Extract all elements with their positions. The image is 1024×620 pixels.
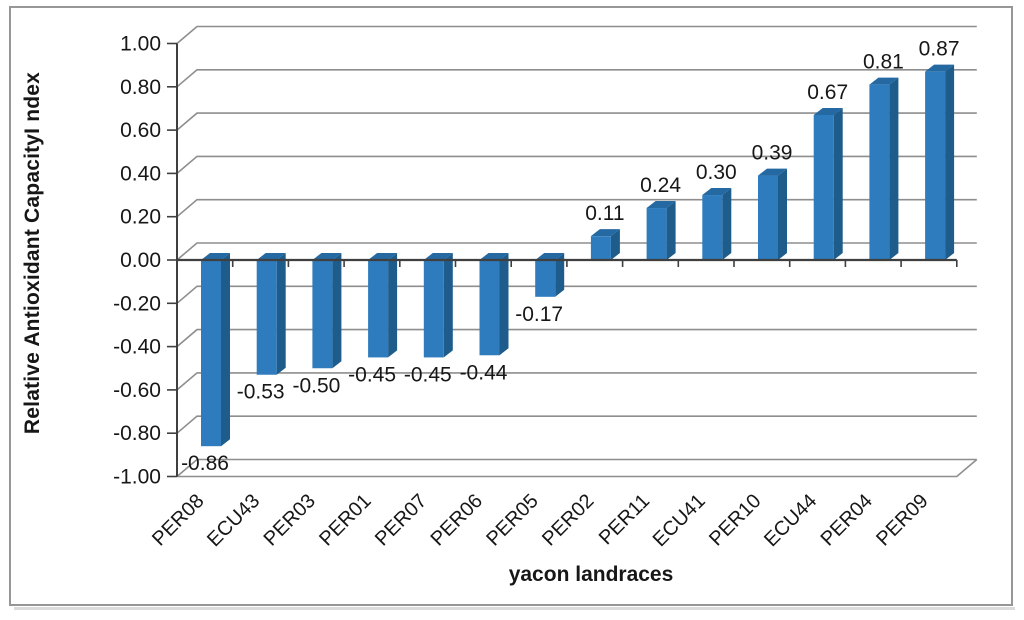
bar-PER09 <box>925 71 946 261</box>
x-category-label-ECU44: ECU44 <box>760 490 821 551</box>
y-tick-label: 0.80 <box>120 76 161 99</box>
bar-PER07 <box>423 260 444 358</box>
bar-top-PER10 <box>758 168 787 176</box>
bar-top-PER04 <box>869 77 899 85</box>
y-tick-label: 0.60 <box>120 119 161 142</box>
data-label-PER01: -0.45 <box>348 363 396 386</box>
x-category-label-ECU41: ECU41 <box>649 490 710 551</box>
data-label-PER11: 0.24 <box>640 174 681 197</box>
bar-top-PER01 <box>368 253 398 260</box>
bar-ECU43 <box>256 260 277 375</box>
bar-top-ECU41 <box>702 188 732 196</box>
x-category-label-PER08: PER08 <box>148 490 208 550</box>
data-label-ECU43: -0.53 <box>237 381 285 404</box>
bar-top-PER09 <box>925 64 955 72</box>
y-tick-label: 1.00 <box>120 33 161 56</box>
data-label-PER07: -0.45 <box>404 363 452 386</box>
gridline <box>176 69 977 88</box>
x-axis-title: yacon landraces <box>508 563 674 586</box>
chart-border-shadow <box>14 607 1015 610</box>
bar-PER05 <box>535 260 556 297</box>
x-category-label-PER07: PER07 <box>371 490 431 550</box>
y-tick-label: -0.80 <box>113 422 161 445</box>
bar-side-PER04 <box>889 77 899 260</box>
y-tick-label: -0.20 <box>113 292 161 315</box>
x-category-label-PER05: PER05 <box>482 490 542 550</box>
gridline <box>176 25 977 45</box>
bar-side-PER09 <box>945 64 955 261</box>
y-tick-label: 0.00 <box>120 249 161 272</box>
gridline <box>176 112 977 131</box>
bar-PER08 <box>201 260 221 447</box>
bar-PER01 <box>368 260 389 358</box>
data-label-PER09: 0.87 <box>919 38 960 61</box>
bar-top-PER02 <box>590 229 620 237</box>
bar-PER10 <box>758 175 778 260</box>
data-label-ECU41: 0.30 <box>696 161 737 184</box>
bar-top-PER11 <box>646 201 676 209</box>
y-tick-label: -0.40 <box>113 336 161 359</box>
gridline <box>176 198 977 218</box>
bar-PER02 <box>590 236 611 260</box>
bar-side-PER06 <box>499 253 509 356</box>
x-category-label-ECU43: ECU43 <box>203 490 264 551</box>
x-category-label-PER04: PER04 <box>817 490 877 550</box>
bar-top-PER08 <box>201 253 230 260</box>
x-category-label-PER03: PER03 <box>260 490 320 550</box>
bar-PER11 <box>646 208 667 260</box>
y-tick-label: -0.60 <box>113 379 161 402</box>
bar-side-PER07 <box>443 253 453 358</box>
y-axis-title: Relative Antioxidant CapacityI ndex <box>21 71 44 435</box>
bar-top-ECU43 <box>256 253 286 260</box>
bar-side-PER11 <box>666 201 676 260</box>
data-label-PER05: -0.17 <box>515 303 563 326</box>
y-tick-label: 0.40 <box>120 162 161 185</box>
data-label-PER10: 0.39 <box>752 142 793 165</box>
gridline <box>176 415 977 434</box>
data-label-ECU44: 0.67 <box>807 81 848 104</box>
x-category-label-PER02: PER02 <box>538 490 598 550</box>
bar-side-PER10 <box>778 168 787 260</box>
x-category-label-PER10: PER10 <box>705 490 765 550</box>
data-label-PER02: 0.11 <box>585 202 624 225</box>
bar-top-PER07 <box>423 253 453 260</box>
bar-side-PER03 <box>332 253 342 369</box>
bar-side-ECU41 <box>722 188 732 260</box>
data-label-PER08: -0.86 <box>181 452 229 475</box>
y-tick-label: -1.00 <box>113 466 161 489</box>
bar-side-PER02 <box>610 229 620 260</box>
bar-top-PER05 <box>535 253 565 260</box>
bar-side-PER08 <box>221 253 230 447</box>
gridline <box>176 458 977 478</box>
data-label-PER06: -0.44 <box>460 361 508 384</box>
gridline <box>176 285 977 304</box>
bar-ECU41 <box>702 195 723 260</box>
bar-side-PER01 <box>388 253 398 358</box>
data-label-PER03: -0.50 <box>292 374 340 397</box>
x-category-label-PER09: PER09 <box>872 490 932 550</box>
gridline <box>176 155 977 175</box>
data-label-PER04: 0.81 <box>863 51 904 74</box>
floor-edge <box>177 458 978 478</box>
bar-side-ECU43 <box>276 253 286 375</box>
bar-side-PER05 <box>555 253 565 297</box>
gridline <box>176 328 977 348</box>
bar-PER03 <box>312 260 333 369</box>
bar-top-PER06 <box>479 253 509 260</box>
x-category-label-PER06: PER06 <box>427 490 487 550</box>
bar-PER04 <box>869 84 890 260</box>
gridline <box>176 372 977 391</box>
gridline <box>176 242 977 261</box>
bar-top-ECU44 <box>813 107 843 115</box>
y-tick-label: 0.20 <box>120 206 161 229</box>
x-category-label-PER01: PER01 <box>315 490 375 550</box>
bar-top-PER03 <box>312 253 342 260</box>
bar-ECU44 <box>813 114 834 260</box>
bar-side-ECU44 <box>833 107 843 260</box>
x-category-label-PER11: PER11 <box>595 490 654 549</box>
bar-PER06 <box>479 260 500 356</box>
